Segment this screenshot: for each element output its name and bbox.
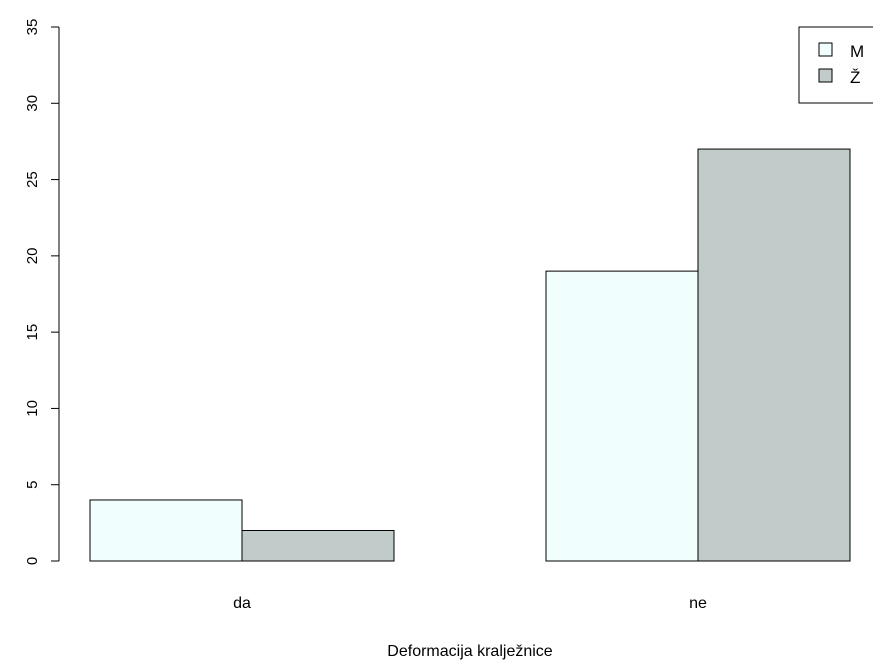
y-tick-label: 20 <box>24 248 41 265</box>
y-tick-label: 0 <box>24 557 41 565</box>
bar-ne-m <box>545 270 699 562</box>
y-tick-label: 10 <box>24 400 41 417</box>
y-axis: 0 5 10 15 20 25 30 35 <box>24 19 60 565</box>
legend-swatch-z <box>818 68 833 83</box>
bar-ne-z <box>697 148 851 562</box>
category-label-da: da <box>233 595 251 612</box>
bars-group <box>89 148 851 562</box>
x-axis-title: Deformacija kralježnice <box>387 643 552 660</box>
y-tick-label: 35 <box>24 19 41 36</box>
legend-swatch-m <box>818 42 833 57</box>
y-tick-label: 30 <box>24 95 41 112</box>
y-tick-label: 5 <box>24 481 41 489</box>
category-labels: da ne <box>233 595 707 612</box>
bar-da-z <box>241 529 395 562</box>
bar-da-m <box>89 499 243 562</box>
y-axis-ticks: 0 5 10 15 20 25 30 35 <box>24 19 59 565</box>
legend-label-m: M <box>850 42 864 61</box>
y-tick-label: 25 <box>24 171 41 188</box>
legend-label-z: Ž <box>850 68 860 87</box>
legend-box <box>798 26 873 104</box>
legend: M Ž <box>798 26 873 104</box>
category-label-ne: ne <box>689 595 707 612</box>
y-tick-label: 15 <box>24 324 41 341</box>
